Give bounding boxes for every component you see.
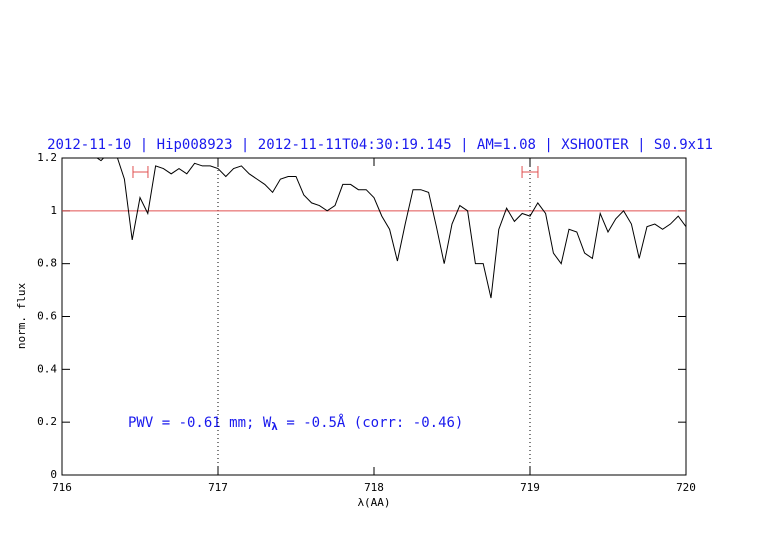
- annotation-subscript: λ: [271, 420, 278, 433]
- y-tick-label: 1.2: [37, 151, 57, 164]
- y-tick-label: 0.2: [37, 415, 57, 428]
- x-tick-label: 719: [520, 481, 540, 494]
- y-tick-label: 0: [50, 468, 57, 481]
- x-tick-label: 718: [364, 481, 384, 494]
- y-tick-label: 0.8: [37, 257, 57, 270]
- chart-title: 2012-11-10 | Hip008923 | 2012-11-11T04:3…: [47, 137, 713, 153]
- x-tick-label: 717: [208, 481, 228, 494]
- annotation: PWV = -0.61 mm; Wλ = -0.5Å (corr: -0.46): [128, 414, 463, 433]
- y-tick-label: 0.4: [37, 362, 57, 375]
- x-axis-label: λ(AA): [357, 496, 390, 509]
- x-tick-label: 720: [676, 481, 696, 494]
- y-axis-label: norm. flux: [15, 283, 28, 350]
- annotation-text: = -0.5Å (corr: -0.46): [278, 414, 463, 431]
- y-tick-label: 0.6: [37, 310, 57, 323]
- spectrum-line: [96, 158, 686, 299]
- x-tick-label: 716: [52, 481, 72, 494]
- annotation-text: PWV = -0.61 mm; W: [128, 415, 272, 431]
- y-tick-label: 1: [50, 204, 57, 217]
